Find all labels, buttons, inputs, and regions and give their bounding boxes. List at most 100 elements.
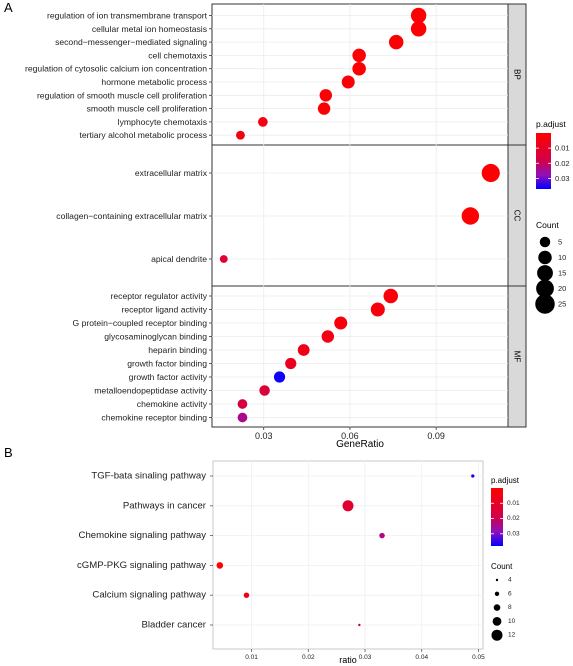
point-regulation-of-cytosolic-calcium-ion-concentration (352, 61, 366, 76)
facet-strip-label-bp: BP (513, 69, 522, 80)
legend-b-colorbar-ticks: 0.01 0.02 0.03 (491, 500, 520, 537)
panel-label-b: B (4, 445, 13, 460)
category-label-cgmp-pkg-signaling-pathway: cGMP-PKG signaling pathway (77, 560, 206, 571)
point-glycosaminoglycan-binding (321, 330, 335, 343)
point-metalloendopeptidase-activity (259, 385, 270, 396)
category-label-extracellular-matrix: extracellular matrix (135, 168, 208, 178)
size-legend-dot (538, 250, 552, 265)
size-legend-dot (536, 279, 554, 298)
panel-b-x-axis: 0.01 0.02 0.03 0.04 0.05 (245, 649, 485, 661)
panel-b-plot-area (212, 460, 484, 650)
point-cgmp-pkg-signaling-pathway (216, 562, 224, 569)
size-legend-dot (494, 591, 500, 596)
point-bladder-cancer (358, 623, 361, 627)
size-legend-dot (495, 578, 499, 582)
category-label-pathways-in-cancer: Pathways in cancer (123, 500, 207, 511)
panel-a-category-labels: regulation of ion transmembrane transpor… (25, 11, 212, 423)
point-heparin-binding (297, 344, 310, 356)
size-legend-label: 12 (508, 632, 516, 639)
colorbar-tick-label: 0.02 (507, 515, 520, 522)
category-label-collagen-containing-extracellular-matrix: collagen−containing extracellular matrix (56, 211, 207, 221)
point-chemokine-signaling-pathway (379, 532, 385, 539)
category-label-regulation-of-smooth-muscle-cell-proliferation: regulation of smooth muscle cell prolife… (37, 90, 207, 100)
point-regulation-of-smooth-muscle-cell-proliferation (319, 89, 333, 102)
legend-a-size-title: Count (536, 220, 559, 230)
point-second-messenger-mediated-signaling (388, 34, 404, 50)
colorbar-tick-label: 0.03 (507, 530, 520, 537)
panel-label-a: A (4, 0, 13, 15)
x-tick-label: 0.04 (415, 654, 428, 661)
point-extracellular-matrix (481, 163, 500, 183)
colorbar-tick-label: 0.01 (507, 500, 520, 507)
size-legend-label: 10 (558, 253, 566, 262)
point-tertiary-alcohol-metabolic-process (236, 130, 245, 140)
legend-b-size-keys: 4 6 8 10 12 (491, 577, 516, 641)
size-legend-dot (493, 604, 501, 611)
size-legend-label: 15 (558, 269, 566, 278)
category-label-cell-chemotaxis: cell chemotaxis (148, 50, 207, 60)
size-legend-label: 25 (558, 300, 566, 309)
x-tick-label: 0.02 (302, 654, 315, 661)
point-apical-dendrite (219, 255, 228, 263)
facet-strip-label-mf: MF (513, 351, 522, 363)
size-legend-dot (492, 617, 502, 626)
point-calcium-signaling-pathway (243, 592, 250, 598)
point-regulation-of-ion-transmembrane-transport (410, 7, 427, 24)
size-legend-label: 4 (508, 577, 512, 584)
panel-b-grid (213, 461, 483, 649)
category-label-bladder-cancer: Bladder cancer (141, 620, 206, 631)
point-receptor-ligand-activity (370, 302, 385, 317)
facet-strip-label-cc: CC (513, 210, 522, 222)
colorbar-tick-label: 0.01 (555, 144, 570, 153)
panel-a-x-axis: 0.03 0.06 0.09 (255, 427, 445, 441)
size-legend-dot (535, 294, 555, 314)
point-smooth-muscle-cell-proliferation (317, 102, 331, 115)
category-label-heparin-binding: heparin binding (148, 345, 207, 355)
point-pathways-in-cancer (342, 500, 354, 512)
point-cell-chemotaxis (352, 48, 366, 63)
category-label-tgf-bata-sinaling-pathway: TGF-bata sinaling pathway (91, 471, 206, 482)
point-collagen-containing-extracellular-matrix (461, 207, 480, 225)
facet-cc-panel (211, 144, 509, 287)
legend-b-size-title: Count (491, 562, 513, 571)
category-label-apical-dendrite: apical dendrite (151, 254, 207, 264)
point-lymphocyte-chemotaxis (258, 117, 268, 127)
category-label-glycosaminoglycan-binding: glycosaminoglycan binding (104, 332, 207, 342)
size-legend-label: 8 (508, 604, 512, 611)
panel-a-x-axis-title: GeneRatio (336, 439, 384, 450)
legend-b-colorbar (491, 488, 503, 546)
category-label-chemokine-receptor-binding: chemokine receptor binding (101, 413, 207, 423)
point-g-protein-coupled-receptor-binding (334, 316, 348, 330)
point-cellular-metal-ion-homeostasis (410, 21, 427, 37)
category-label-smooth-muscle-cell-proliferation: smooth muscle cell proliferation (87, 104, 208, 114)
category-label-cellular-metal-ion-homeostasis: cellular metal ion homeostasis (92, 24, 207, 34)
category-label-g-protein-coupled-receptor-binding: G protein−coupled receptor binding (73, 318, 208, 328)
size-legend-dot (539, 236, 551, 248)
point-chemokine-receptor-binding (237, 412, 248, 423)
category-label-tertiary-alcohol-metabolic-process: tertiary alcohol metabolic process (79, 130, 207, 140)
category-label-chemokine-signaling-pathway: Chemokine signaling pathway (79, 530, 207, 541)
category-label-second-messenger-mediated-signaling: second−messenger−mediated signaling (55, 37, 207, 47)
category-label-receptor-regulator-activity: receptor regulator activity (111, 291, 208, 301)
category-label-chemokine-activity: chemokine activity (137, 399, 208, 409)
panel-b: TGF-bata sinaling pathway Pathways in can… (77, 460, 520, 665)
point-hormone-metabolic-process (341, 75, 355, 89)
category-label-growth-factor-activity: growth factor activity (129, 372, 208, 382)
legend-a-color-title: p.adjust (536, 119, 566, 129)
panel-a-points (219, 7, 500, 423)
point-growth-factor-activity (273, 371, 286, 383)
panel-b-x-axis-title: ratio (339, 655, 357, 665)
facet-strip-mf (507, 285, 527, 428)
x-tick-label: 0.05 (472, 654, 485, 661)
x-tick-label: 0.01 (245, 654, 258, 661)
category-label-hormone-metabolic-process: hormone metabolic process (101, 77, 207, 87)
size-legend-label: 5 (558, 238, 562, 247)
panel-b-category-labels: TGF-bata sinaling pathway Pathways in can… (77, 471, 213, 631)
size-legend-label: 10 (508, 618, 516, 625)
x-tick-label: 0.03 (255, 431, 273, 441)
point-growth-factor-binding (285, 357, 297, 370)
legend-a-size-keys: 5 10 15 20 25 (535, 236, 566, 314)
legend-b-color-title: p.adjust (491, 476, 520, 485)
size-legend-dot (537, 265, 553, 281)
